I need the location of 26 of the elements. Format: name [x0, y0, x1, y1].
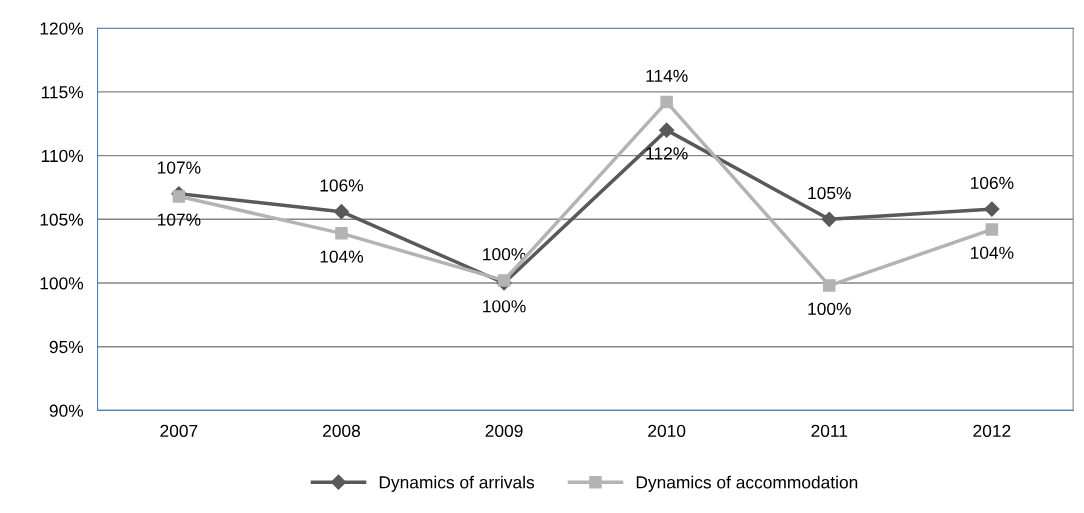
data-label: 100%: [808, 302, 851, 315]
legend-label: Dynamics of arrivals: [379, 475, 535, 492]
data-label: 104%: [970, 246, 1014, 259]
y-tick-label: 95%: [49, 340, 84, 354]
data-label: 114%: [646, 69, 688, 82]
y-tick-label: 110%: [41, 149, 84, 163]
y-tick-label: 100%: [40, 277, 84, 290]
x-tick-label: 2009: [485, 424, 523, 438]
data-label: 112%: [646, 147, 688, 160]
y-tick-label: 105%: [40, 213, 84, 226]
x-tick-label: 2011: [811, 424, 848, 438]
data-label: 106%: [970, 176, 1014, 190]
x-tick-label: 2008: [323, 424, 361, 438]
data-label: 107%: [157, 213, 201, 226]
y-tick-label: 90%: [49, 404, 84, 417]
x-tick-label: 2007: [160, 424, 198, 438]
x-tick-label: 2012: [973, 424, 1011, 438]
data-label: 104%: [320, 250, 364, 263]
y-tick-label: 115%: [41, 86, 84, 99]
legend-label: Dynamics of accommodation: [636, 475, 858, 492]
x-tick-label: 2010: [648, 424, 686, 438]
data-label: 105%: [808, 186, 851, 200]
y-tick-label: 120%: [40, 22, 84, 35]
data-label: 106%: [320, 179, 364, 192]
data-label: 100%: [483, 300, 526, 313]
data-label: 107%: [157, 161, 201, 174]
